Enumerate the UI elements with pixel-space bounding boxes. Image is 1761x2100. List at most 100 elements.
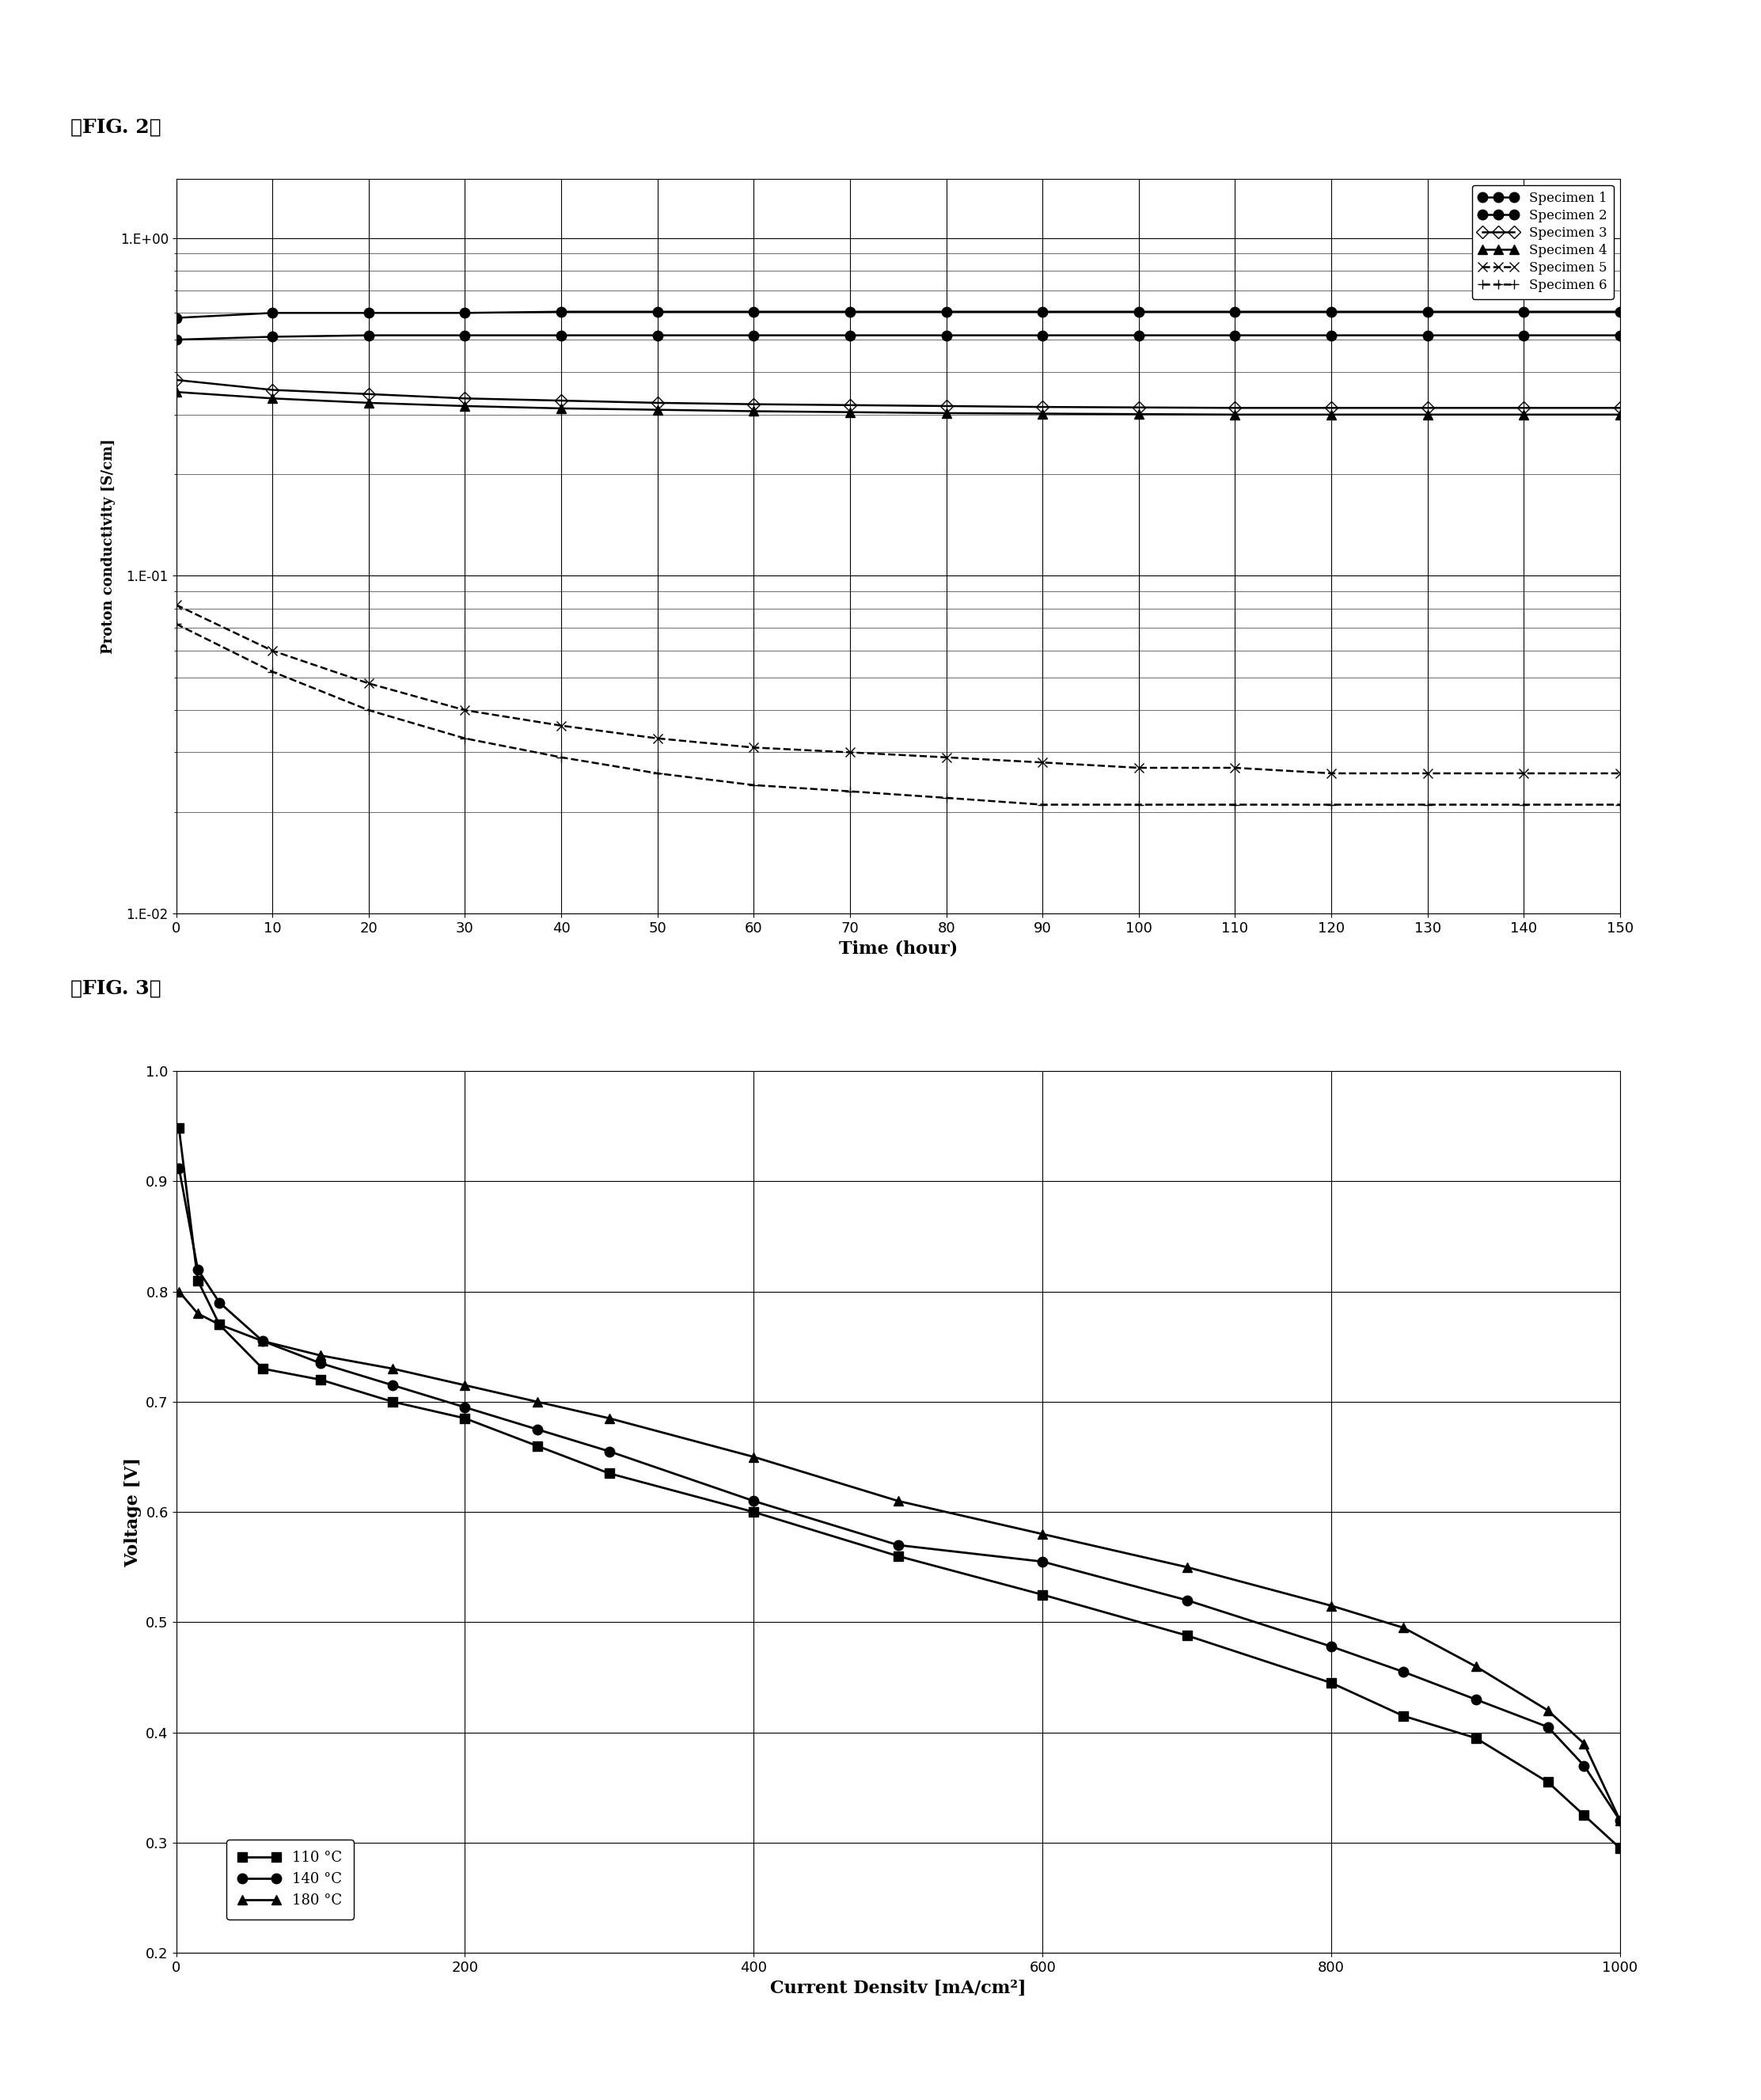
Specimen 3	[743, 391, 764, 416]
140 °C	[599, 1438, 620, 1464]
Specimen 5	[551, 714, 572, 739]
Specimen 2	[646, 323, 667, 349]
Specimen 4	[1321, 401, 1342, 426]
140 °C	[1465, 1686, 1486, 1711]
Specimen 4	[357, 391, 379, 416]
Specimen 2	[935, 323, 956, 349]
180 °C	[888, 1489, 909, 1514]
140 °C	[454, 1394, 475, 1420]
140 °C	[252, 1329, 273, 1354]
Specimen 2	[551, 323, 572, 349]
110 °C	[169, 1115, 190, 1140]
Y-axis label: Proton conductivity [S/cm]: Proton conductivity [S/cm]	[102, 439, 116, 653]
Specimen 6	[1418, 792, 1439, 817]
Text: 【FIG. 2】: 【FIG. 2】	[70, 118, 162, 136]
Specimen 4	[935, 401, 956, 426]
Specimen 3	[357, 382, 379, 407]
Specimen 5	[1513, 760, 1534, 785]
Text: 【FIG. 3】: 【FIG. 3】	[70, 979, 162, 997]
Specimen 4	[646, 397, 667, 422]
180 °C	[1465, 1655, 1486, 1680]
Specimen 3	[166, 367, 187, 393]
Specimen 5	[1032, 750, 1053, 775]
Line: Specimen 4: Specimen 4	[173, 388, 1624, 420]
110 °C	[888, 1543, 909, 1569]
Specimen 1	[454, 300, 475, 325]
180 °C	[527, 1390, 548, 1415]
140 °C	[169, 1155, 190, 1180]
Specimen 6	[743, 773, 764, 798]
Specimen 1	[1513, 298, 1534, 323]
180 °C	[187, 1300, 208, 1327]
Specimen 5	[935, 745, 956, 771]
Specimen 4	[1610, 401, 1631, 426]
110 °C	[527, 1432, 548, 1457]
110 °C	[252, 1357, 273, 1382]
110 °C	[382, 1390, 403, 1415]
140 °C	[1176, 1588, 1197, 1613]
Line: 180 °C: 180 °C	[174, 1287, 1625, 1825]
Specimen 3	[1321, 395, 1342, 420]
180 °C	[210, 1312, 231, 1338]
Specimen 6	[840, 779, 861, 804]
Line: Specimen 1: Specimen 1	[171, 307, 1625, 323]
Specimen 3	[1129, 395, 1150, 420]
110 °C	[1537, 1770, 1558, 1796]
Specimen 5	[1224, 756, 1245, 781]
180 °C	[382, 1357, 403, 1382]
Line: Specimen 3: Specimen 3	[173, 376, 1624, 412]
Specimen 4	[454, 393, 475, 418]
Specimen 3	[1032, 395, 1053, 420]
Specimen 4	[743, 399, 764, 424]
Specimen 1	[840, 298, 861, 323]
Specimen 5	[1321, 760, 1342, 785]
180 °C	[1393, 1615, 1414, 1640]
Specimen 4	[166, 380, 187, 405]
140 °C	[1032, 1550, 1053, 1575]
Specimen 6	[1513, 792, 1534, 817]
110 °C	[1176, 1623, 1197, 1649]
Legend: 110 °C, 140 °C, 180 °C: 110 °C, 140 °C, 180 °C	[227, 1840, 354, 1919]
140 °C	[310, 1350, 331, 1376]
Specimen 2	[1321, 323, 1342, 349]
Specimen 3	[262, 378, 284, 403]
Specimen 5	[1129, 756, 1150, 781]
Legend: Specimen 1, Specimen 2, Specimen 3, Specimen 4, Specimen 5, Specimen 6: Specimen 1, Specimen 2, Specimen 3, Spec…	[1472, 185, 1613, 298]
Specimen 5	[262, 638, 284, 664]
Specimen 5	[1418, 760, 1439, 785]
Specimen 5	[840, 739, 861, 764]
X-axis label: Current Densitv [mA/cm²]: Current Densitv [mA/cm²]	[770, 1980, 1027, 1997]
180 °C	[1321, 1594, 1342, 1619]
180 °C	[169, 1279, 190, 1304]
110 °C	[1393, 1703, 1414, 1728]
180 °C	[1032, 1520, 1053, 1546]
Specimen 4	[1129, 401, 1150, 426]
Y-axis label: Voltage [V]: Voltage [V]	[123, 1457, 141, 1567]
110 °C	[454, 1405, 475, 1430]
180 °C	[1574, 1730, 1595, 1756]
Specimen 5	[454, 697, 475, 722]
Specimen 2	[1032, 323, 1053, 349]
Specimen 2	[1224, 323, 1245, 349]
Specimen 3	[1610, 395, 1631, 420]
140 °C	[527, 1418, 548, 1443]
Specimen 6	[166, 611, 187, 636]
140 °C	[210, 1289, 231, 1315]
Specimen 4	[551, 395, 572, 420]
Specimen 3	[1418, 395, 1439, 420]
Line: 140 °C: 140 °C	[174, 1163, 1625, 1825]
Specimen 6	[646, 760, 667, 785]
110 °C	[1610, 1835, 1631, 1861]
Specimen 1	[262, 300, 284, 325]
Specimen 2	[743, 323, 764, 349]
140 °C	[1393, 1659, 1414, 1684]
140 °C	[1321, 1634, 1342, 1659]
Specimen 1	[743, 298, 764, 323]
110 °C	[1032, 1581, 1053, 1606]
140 °C	[1574, 1754, 1595, 1779]
Specimen 1	[357, 300, 379, 325]
Specimen 1	[551, 298, 572, 323]
Specimen 5	[166, 592, 187, 617]
110 °C	[1574, 1802, 1595, 1827]
140 °C	[1610, 1808, 1631, 1833]
